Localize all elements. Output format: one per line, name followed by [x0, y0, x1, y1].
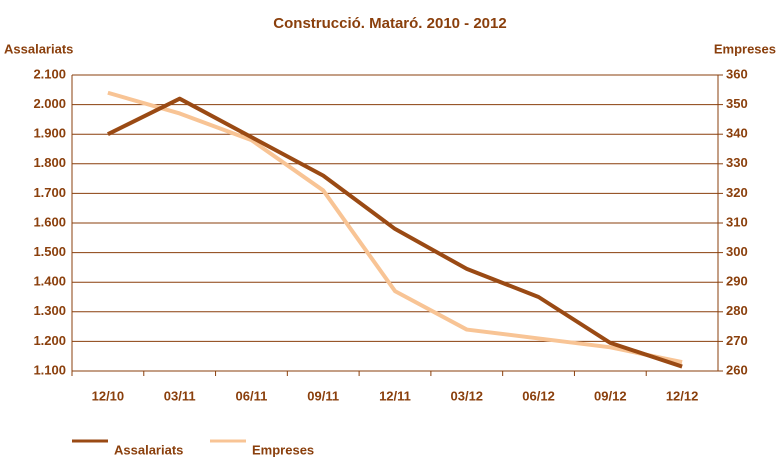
y2-tick-label: 300: [726, 244, 748, 259]
y-tick-label: 2.000: [33, 96, 66, 111]
series-line: [107, 90, 683, 365]
y2-tick-label: 350: [726, 96, 748, 111]
y-tick-label: 1.400: [33, 274, 66, 289]
y-tick-label: 1.700: [33, 185, 66, 200]
y2-axis-label: Empreses: [714, 41, 776, 56]
legend-label: Assalariats: [114, 442, 183, 457]
y-tick-label: 1.800: [33, 155, 66, 170]
x-tick-label: 12/10: [92, 388, 125, 403]
x-tick-label: 12/11: [379, 388, 411, 403]
x-tick-label: 06/11: [236, 388, 268, 403]
y2-tick-label: 290: [726, 274, 748, 289]
x-tick-label: 12/12: [666, 388, 699, 403]
y-tick-label: 2.100: [33, 66, 66, 81]
y2-tick-label: 340: [726, 126, 748, 141]
x-tick-label: 09/11: [307, 388, 339, 403]
series-line: [107, 96, 683, 369]
y-tick-label: 1.300: [33, 303, 66, 318]
y-tick-label: 1.500: [33, 244, 66, 259]
x-tick-label: 09/12: [594, 388, 627, 403]
x-tick-label: 03/12: [451, 388, 484, 403]
x-tick-label: 03/11: [164, 388, 196, 403]
y2-tick-label: 280: [726, 303, 748, 318]
y-tick-label: 1.200: [33, 333, 66, 348]
y2-tick-label: 310: [726, 214, 748, 229]
x-tick-label: 06/12: [522, 388, 555, 403]
y-tick-label: 1.100: [33, 362, 66, 377]
y-axis-label: Assalariats: [4, 41, 73, 56]
y2-tick-label: 270: [726, 333, 748, 348]
y2-tick-label: 330: [726, 155, 748, 170]
legend-label: Empreses: [252, 442, 314, 457]
chart-title: Construcció. Mataró. 2010 - 2012: [273, 15, 506, 32]
y2-tick-label: 360: [726, 66, 748, 81]
y-tick-label: 1.900: [33, 126, 66, 141]
y2-tick-label: 260: [726, 362, 748, 377]
y2-tick-label: 320: [726, 185, 748, 200]
y-tick-label: 1.600: [33, 214, 66, 229]
